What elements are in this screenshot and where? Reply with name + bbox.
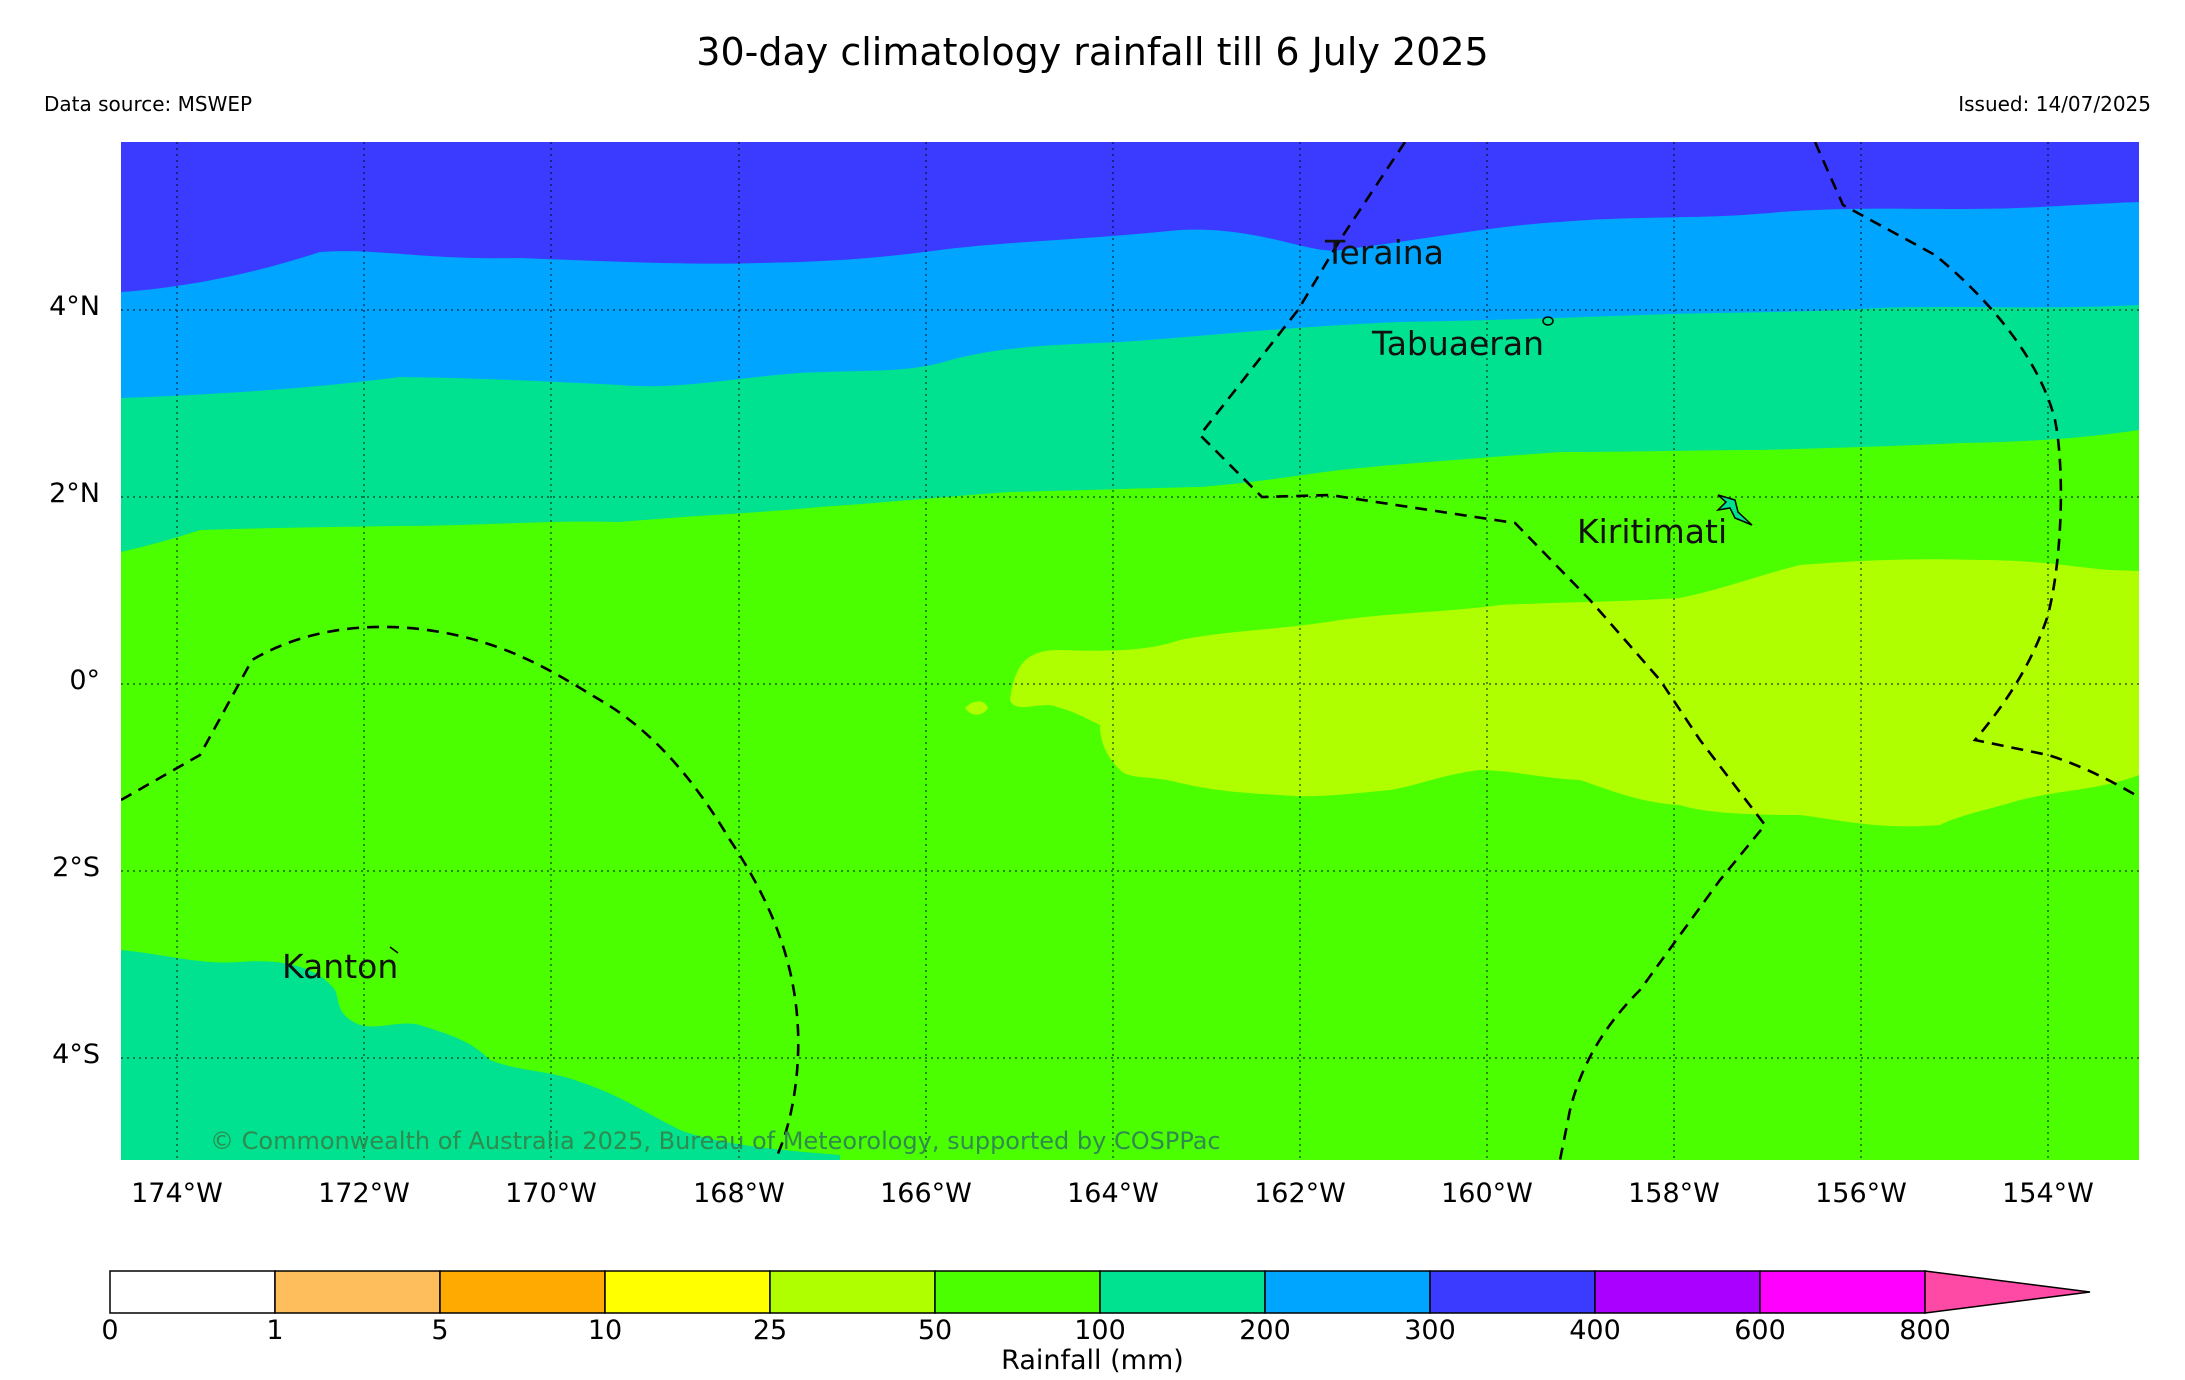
graticule bbox=[121, 142, 2139, 1160]
band-100-200-south bbox=[121, 950, 840, 1160]
eez-boundaries bbox=[121, 142, 2139, 1160]
lon-label-156w: 156°W bbox=[1815, 1178, 1907, 1209]
colorbar-tick-label: 800 bbox=[1899, 1315, 1951, 1346]
eez-phoenix bbox=[121, 625, 800, 1160]
colorbar-swatch bbox=[1594, 1270, 1761, 1314]
copyright-notice: © Commonwealth of Australia 2025, Bureau… bbox=[210, 1127, 1221, 1155]
lon-label-166w: 166°W bbox=[880, 1178, 972, 1209]
colorbar-swatch bbox=[1759, 1270, 1926, 1314]
band-25-50-islet bbox=[965, 701, 988, 715]
map-title: 30-day climatology rainfall till 6 July … bbox=[696, 30, 1489, 74]
colorbar bbox=[109, 1270, 2091, 1314]
lat-label-2n: 2°N bbox=[49, 478, 100, 509]
lat-label-4n: 4°N bbox=[49, 291, 100, 322]
islands bbox=[389, 316, 1753, 954]
colorbar-tick-label: 10 bbox=[587, 1315, 623, 1346]
lat-label-2s: 2°S bbox=[52, 852, 100, 883]
place-tabuaeran: Tabuaeran bbox=[1372, 324, 1545, 363]
colorbar-swatch bbox=[604, 1270, 771, 1314]
colorbar-swatch bbox=[439, 1270, 606, 1314]
colorbar-swatch bbox=[769, 1270, 936, 1314]
place-teraina: Teraina bbox=[1325, 233, 1444, 272]
colorbar-swatch bbox=[934, 1270, 1101, 1314]
colorbar-tick-label: 25 bbox=[752, 1315, 788, 1346]
lon-label-162w: 162°W bbox=[1254, 1178, 1346, 1209]
colorbar-swatch bbox=[1099, 1270, 1266, 1314]
data-source: Data source: MSWEP bbox=[44, 92, 253, 116]
eez-line-islands bbox=[1198, 142, 1767, 1160]
band-25-50 bbox=[1010, 559, 2139, 827]
colorbar-tick-label: 1 bbox=[266, 1315, 284, 1346]
colorbar-swatch bbox=[274, 1270, 441, 1314]
colorbar-swatch bbox=[109, 1270, 276, 1314]
colorbar-tick-label: 200 bbox=[1239, 1315, 1291, 1346]
colorbar-tick-label: 600 bbox=[1734, 1315, 1786, 1346]
colorbar-extend-arrow bbox=[1924, 1270, 2091, 1314]
island-kanton bbox=[389, 946, 399, 954]
lon-label-164w: 164°W bbox=[1067, 1178, 1159, 1209]
place-kiritimati: Kiritimati bbox=[1577, 512, 1728, 551]
colorbar-tick-label: 50 bbox=[917, 1315, 953, 1346]
colorbar-tick-label: 400 bbox=[1569, 1315, 1621, 1346]
colorbar-tick-label: 100 bbox=[1074, 1315, 1126, 1346]
lon-label-174w: 174°W bbox=[131, 1178, 223, 1209]
place-kanton: Kanton bbox=[282, 947, 399, 986]
lon-label-158w: 158°W bbox=[1628, 1178, 1720, 1209]
colorbar-tick-label: 300 bbox=[1404, 1315, 1456, 1346]
island-tabuaeran bbox=[1542, 316, 1554, 326]
lon-label-172w: 172°W bbox=[318, 1178, 410, 1209]
lon-label-170w: 170°W bbox=[505, 1178, 597, 1209]
colorbar-tick-label: 5 bbox=[431, 1315, 449, 1346]
lat-label-0: 0° bbox=[69, 665, 100, 696]
colorbar-swatch bbox=[1264, 1270, 1431, 1314]
island-kiritimati bbox=[1715, 494, 1753, 526]
lon-label-160w: 160°W bbox=[1441, 1178, 1533, 1209]
eez-east bbox=[1813, 142, 2139, 799]
lon-label-154w: 154°W bbox=[2002, 1178, 2094, 1209]
lat-label-4s: 4°S bbox=[52, 1039, 100, 1070]
colorbar-tick-label: 0 bbox=[101, 1315, 119, 1346]
colorbar-title: Rainfall (mm) bbox=[1001, 1345, 1184, 1376]
colorbar-swatch bbox=[1429, 1270, 1596, 1314]
lon-label-168w: 168°W bbox=[693, 1178, 785, 1209]
issued-date: Issued: 14/07/2025 bbox=[1958, 92, 2151, 116]
